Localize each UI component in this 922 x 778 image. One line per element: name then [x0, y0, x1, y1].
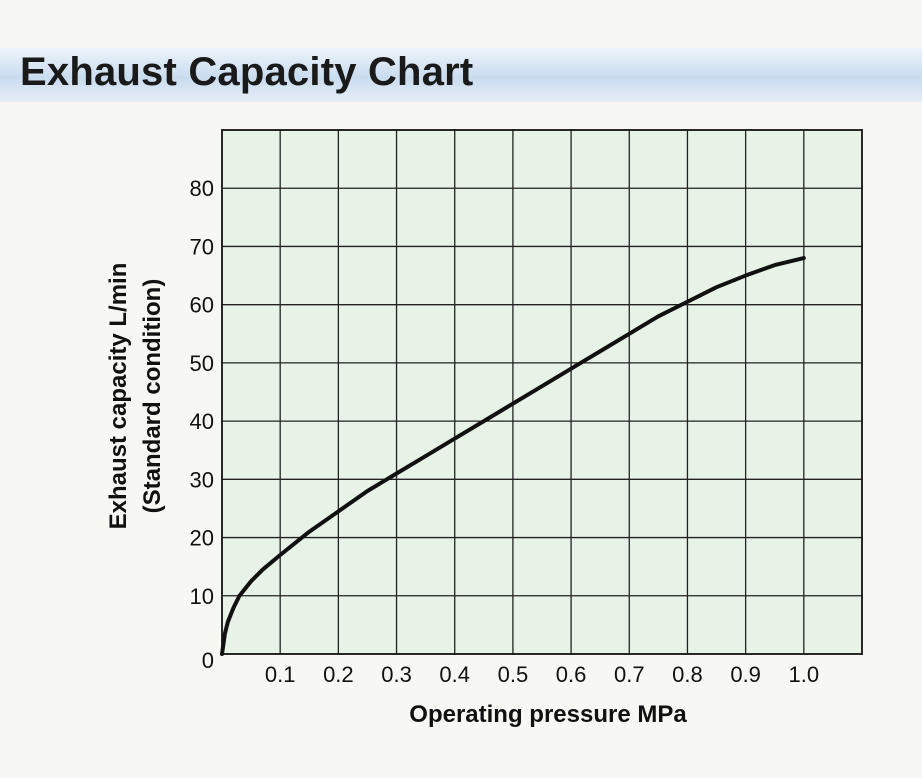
chart-title: Exhaust Capacity Chart: [20, 50, 474, 94]
x-axis-label: Operating pressure MPa: [409, 701, 687, 728]
y-tick-label: 80: [190, 176, 214, 201]
x-tick-label: 0.7: [614, 662, 645, 687]
y-tick-label: 20: [190, 526, 214, 551]
x-tick-label: 0.6: [556, 662, 587, 687]
plot-frame: [221, 129, 863, 655]
x-tick-label: 0.9: [730, 662, 761, 687]
y-axis-sublabel: (Standard condition): [139, 279, 166, 514]
y-tick-label: 70: [190, 234, 214, 259]
title-band: [0, 48, 922, 102]
x-tick-label: 0.3: [381, 662, 412, 687]
x-tick-label: 0.4: [439, 662, 470, 687]
capacity-curve: [220, 256, 806, 656]
y-tick-label: 30: [190, 467, 214, 492]
y-axis-label: Exhaust capacity L/min: [105, 263, 132, 530]
y-tick-label: 40: [190, 409, 214, 434]
plot-area: [222, 130, 862, 654]
x-tick-label: 0.5: [498, 662, 529, 687]
x-tick-label: 0.2: [323, 662, 354, 687]
x-tick-label: 1.0: [789, 662, 820, 687]
x-tick-label: 0.1: [265, 662, 296, 687]
y-tick-label: 60: [190, 293, 214, 318]
y-tick-label: 10: [190, 584, 214, 609]
y-tick-label: 50: [190, 351, 214, 376]
x-tick-label: 0.8: [672, 662, 703, 687]
y-tick-label: 0: [202, 648, 214, 673]
